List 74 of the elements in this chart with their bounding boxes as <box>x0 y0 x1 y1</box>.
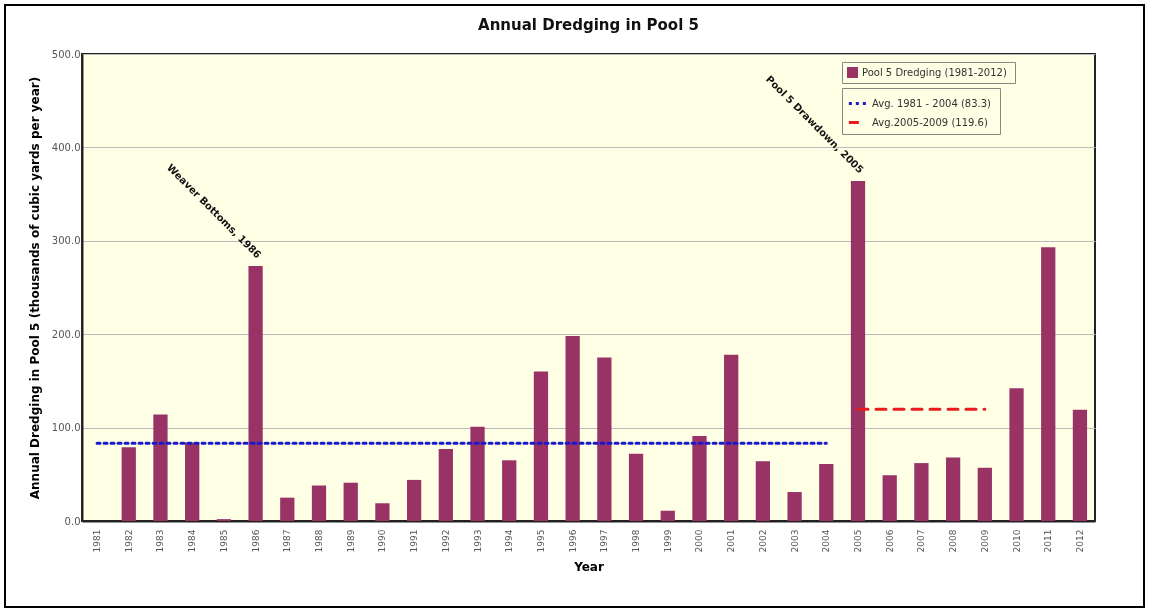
x-tick-label: 1993 <box>472 529 483 553</box>
x-tick-label: 1983 <box>155 529 166 553</box>
y-tick-label: 0.0 <box>64 515 81 527</box>
chart-title: Annual Dredging in Pool 5 <box>478 16 699 34</box>
bar <box>311 485 327 521</box>
bar <box>375 503 390 521</box>
x-tick-label: 2001 <box>726 529 737 553</box>
x-tick-label: 1981 <box>92 529 103 553</box>
bar <box>185 442 200 521</box>
x-axis-title: Year <box>573 560 604 575</box>
x-tick-label: 2010 <box>1011 529 1022 553</box>
bar <box>406 479 422 521</box>
x-tick-label: 1996 <box>567 529 578 553</box>
bar <box>280 497 295 521</box>
x-tick-label: 2007 <box>916 529 927 553</box>
bar <box>914 463 929 521</box>
x-tick-label: 1985 <box>218 529 229 553</box>
x-tick-label: 1992 <box>440 529 451 553</box>
x-tick-label: 1998 <box>631 529 642 553</box>
bar <box>438 449 453 521</box>
bar <box>882 475 897 521</box>
bar <box>977 467 992 521</box>
bar <box>343 482 358 521</box>
bar <box>1072 409 1088 521</box>
x-tick-label: 2005 <box>853 529 863 553</box>
bar <box>1009 388 1024 521</box>
bar <box>819 464 834 521</box>
x-tick-label: 1995 <box>535 529 546 553</box>
legend-label: Avg. 1981 - 2004 (83.3) <box>872 97 992 109</box>
x-tick-label: 2009 <box>979 529 990 553</box>
y-axis-title: Annual Dredging in Pool 5 (thousands of cubic yards per year) <box>27 76 42 500</box>
x-tick-label: 2012 <box>1074 529 1085 553</box>
legend-label: Pool 5 Dredging (1981-2012) <box>862 66 1007 78</box>
x-tick-label: 1999 <box>662 529 673 553</box>
x-tick-label: 1988 <box>314 529 324 553</box>
bar <box>597 357 612 521</box>
bar <box>628 453 644 521</box>
x-tick-label: 2008 <box>948 529 959 553</box>
bar <box>755 461 771 521</box>
x-tick-label: 1982 <box>123 529 134 553</box>
x-tick-label: 1987 <box>282 529 293 553</box>
x-tick-label: 2003 <box>789 529 800 553</box>
y-tick-label: 400.0 <box>51 141 81 153</box>
x-tick-label: 1994 <box>504 529 515 553</box>
bar <box>153 414 168 521</box>
x-tick-label: 1984 <box>187 529 198 553</box>
x-tick-label: 2011 <box>1043 529 1054 553</box>
bar <box>945 457 961 521</box>
bar <box>660 510 675 521</box>
bar <box>121 447 136 521</box>
bar <box>850 181 866 521</box>
bar <box>248 266 263 521</box>
bar <box>502 460 517 521</box>
legend-label: Avg.2005-2009 (119.6) <box>872 116 988 128</box>
x-tick-label: 1990 <box>377 529 388 553</box>
x-tick-label: 1986 <box>250 529 261 553</box>
bar <box>1041 247 1056 521</box>
x-tick-label: 1997 <box>599 529 610 553</box>
y-tick-label: 200.0 <box>51 328 81 340</box>
bar <box>470 426 485 521</box>
x-tick-label: 2006 <box>884 529 895 553</box>
bar <box>692 436 707 521</box>
x-tick-label: 2004 <box>821 529 832 553</box>
bar <box>565 336 580 521</box>
y-tick-label: 300.0 <box>51 235 81 247</box>
y-tick-label: 100.0 <box>51 422 81 434</box>
x-tick-label: 2002 <box>757 529 768 553</box>
y-tick-label: 500.0 <box>51 48 81 60</box>
bar <box>787 492 802 521</box>
x-tick-label: 1991 <box>409 529 420 553</box>
x-tick-label: 1989 <box>345 529 356 553</box>
bar <box>724 354 739 521</box>
x-tick-label: 2000 <box>694 529 705 553</box>
bar <box>533 371 549 521</box>
